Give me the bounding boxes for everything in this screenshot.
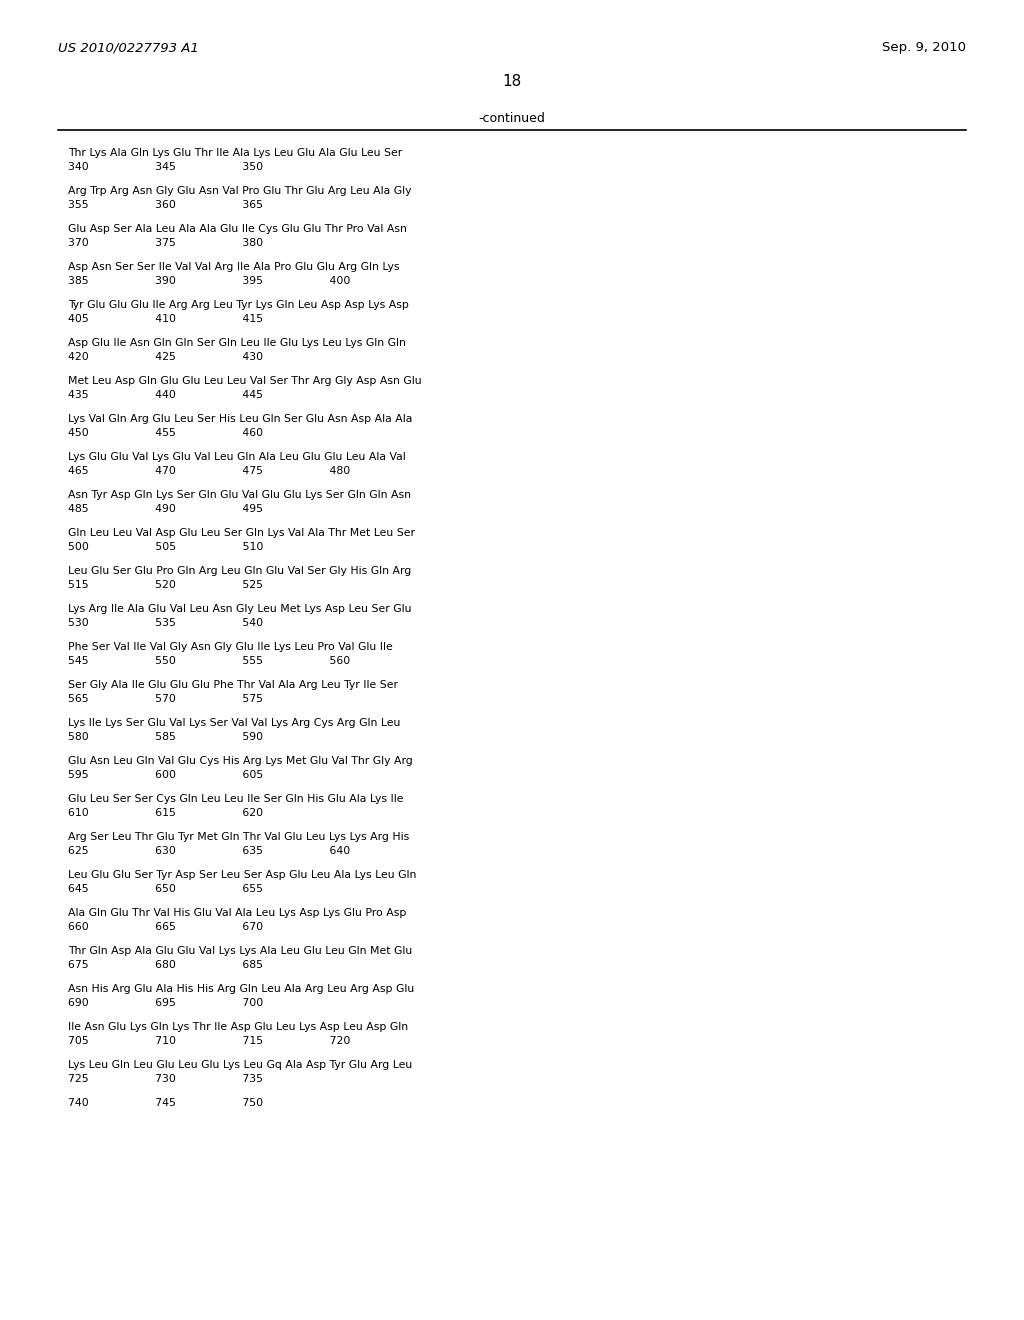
Text: Leu Glu Ser Glu Pro Gln Arg Leu Gln Glu Val Ser Gly His Gln Arg: Leu Glu Ser Glu Pro Gln Arg Leu Gln Glu … bbox=[68, 566, 412, 576]
Text: US 2010/0227793 A1: US 2010/0227793 A1 bbox=[58, 41, 199, 54]
Text: 580                   585                   590: 580 585 590 bbox=[68, 733, 263, 742]
Text: 405                   410                   415: 405 410 415 bbox=[68, 314, 263, 323]
Text: Ser Gly Ala Ile Glu Glu Glu Phe Thr Val Ala Arg Leu Tyr Ile Ser: Ser Gly Ala Ile Glu Glu Glu Phe Thr Val … bbox=[68, 680, 398, 690]
Text: 530                   535                   540: 530 535 540 bbox=[68, 618, 263, 628]
Text: Met Leu Asp Gln Glu Glu Leu Leu Val Ser Thr Arg Gly Asp Asn Glu: Met Leu Asp Gln Glu Glu Leu Leu Val Ser … bbox=[68, 376, 422, 385]
Text: 18: 18 bbox=[503, 74, 521, 90]
Text: Tyr Glu Glu Glu Ile Arg Arg Leu Tyr Lys Gln Leu Asp Asp Lys Asp: Tyr Glu Glu Glu Ile Arg Arg Leu Tyr Lys … bbox=[68, 300, 409, 310]
Text: Thr Lys Ala Gln Lys Glu Thr Ile Ala Lys Leu Glu Ala Glu Leu Ser: Thr Lys Ala Gln Lys Glu Thr Ile Ala Lys … bbox=[68, 148, 402, 158]
Text: 500                   505                   510: 500 505 510 bbox=[68, 543, 263, 552]
Text: Lys Glu Glu Val Lys Glu Val Leu Gln Ala Leu Glu Glu Leu Ala Val: Lys Glu Glu Val Lys Glu Val Leu Gln Ala … bbox=[68, 451, 406, 462]
Text: 740                   745                   750: 740 745 750 bbox=[68, 1098, 263, 1107]
Text: 355                   360                   365: 355 360 365 bbox=[68, 201, 263, 210]
Text: 725                   730                   735: 725 730 735 bbox=[68, 1074, 263, 1084]
Text: 625                   630                   635                   640: 625 630 635 640 bbox=[68, 846, 350, 855]
Text: 595                   600                   605: 595 600 605 bbox=[68, 770, 263, 780]
Text: 385                   390                   395                   400: 385 390 395 400 bbox=[68, 276, 350, 286]
Text: Ile Asn Glu Lys Gln Lys Thr Ile Asp Glu Leu Lys Asp Leu Asp Gln: Ile Asn Glu Lys Gln Lys Thr Ile Asp Glu … bbox=[68, 1022, 409, 1032]
Text: 705                   710                   715                   720: 705 710 715 720 bbox=[68, 1036, 350, 1045]
Text: 340                   345                   350: 340 345 350 bbox=[68, 162, 263, 172]
Text: 565                   570                   575: 565 570 575 bbox=[68, 694, 263, 704]
Text: 690                   695                   700: 690 695 700 bbox=[68, 998, 263, 1008]
Text: 485                   490                   495: 485 490 495 bbox=[68, 504, 263, 513]
Text: Arg Ser Leu Thr Glu Tyr Met Gln Thr Val Glu Leu Lys Lys Arg His: Arg Ser Leu Thr Glu Tyr Met Gln Thr Val … bbox=[68, 832, 410, 842]
Text: Lys Val Gln Arg Glu Leu Ser His Leu Gln Ser Glu Asn Asp Ala Ala: Lys Val Gln Arg Glu Leu Ser His Leu Gln … bbox=[68, 414, 413, 424]
Text: 610                   615                   620: 610 615 620 bbox=[68, 808, 263, 818]
Text: 370                   375                   380: 370 375 380 bbox=[68, 238, 263, 248]
Text: Thr Gln Asp Ala Glu Glu Val Lys Lys Ala Leu Glu Leu Gln Met Glu: Thr Gln Asp Ala Glu Glu Val Lys Lys Ala … bbox=[68, 946, 413, 956]
Text: Glu Asp Ser Ala Leu Ala Ala Glu Ile Cys Glu Glu Thr Pro Val Asn: Glu Asp Ser Ala Leu Ala Ala Glu Ile Cys … bbox=[68, 224, 407, 234]
Text: Leu Glu Glu Ser Tyr Asp Ser Leu Ser Asp Glu Leu Ala Lys Leu Gln: Leu Glu Glu Ser Tyr Asp Ser Leu Ser Asp … bbox=[68, 870, 417, 880]
Text: 435                   440                   445: 435 440 445 bbox=[68, 389, 263, 400]
Text: 660                   665                   670: 660 665 670 bbox=[68, 921, 263, 932]
Text: 545                   550                   555                   560: 545 550 555 560 bbox=[68, 656, 350, 667]
Text: Lys Leu Gln Leu Glu Leu Glu Lys Leu Gq Ala Asp Tyr Glu Arg Leu: Lys Leu Gln Leu Glu Leu Glu Lys Leu Gq A… bbox=[68, 1060, 413, 1071]
Text: Phe Ser Val Ile Val Gly Asn Gly Glu Ile Lys Leu Pro Val Glu Ile: Phe Ser Val Ile Val Gly Asn Gly Glu Ile … bbox=[68, 642, 393, 652]
Text: Gln Leu Leu Val Asp Glu Leu Ser Gln Lys Val Ala Thr Met Leu Ser: Gln Leu Leu Val Asp Glu Leu Ser Gln Lys … bbox=[68, 528, 415, 539]
Text: 515                   520                   525: 515 520 525 bbox=[68, 579, 263, 590]
Text: Ala Gln Glu Thr Val His Glu Val Ala Leu Lys Asp Lys Glu Pro Asp: Ala Gln Glu Thr Val His Glu Val Ala Leu … bbox=[68, 908, 407, 917]
Text: -continued: -continued bbox=[478, 111, 546, 124]
Text: Glu Asn Leu Gln Val Glu Cys His Arg Lys Met Glu Val Thr Gly Arg: Glu Asn Leu Gln Val Glu Cys His Arg Lys … bbox=[68, 756, 413, 766]
Text: 675                   680                   685: 675 680 685 bbox=[68, 960, 263, 970]
Text: 420                   425                   430: 420 425 430 bbox=[68, 352, 263, 362]
Text: 645                   650                   655: 645 650 655 bbox=[68, 884, 263, 894]
Text: Asp Glu Ile Asn Gln Gln Ser Gln Leu Ile Glu Lys Leu Lys Gln Gln: Asp Glu Ile Asn Gln Gln Ser Gln Leu Ile … bbox=[68, 338, 406, 348]
Text: Sep. 9, 2010: Sep. 9, 2010 bbox=[882, 41, 966, 54]
Text: Lys Arg Ile Ala Glu Val Leu Asn Gly Leu Met Lys Asp Leu Ser Glu: Lys Arg Ile Ala Glu Val Leu Asn Gly Leu … bbox=[68, 605, 412, 614]
Text: Asn His Arg Glu Ala His His Arg Gln Leu Ala Arg Leu Arg Asp Glu: Asn His Arg Glu Ala His His Arg Gln Leu … bbox=[68, 983, 415, 994]
Text: 465                   470                   475                   480: 465 470 475 480 bbox=[68, 466, 350, 477]
Text: 450                   455                   460: 450 455 460 bbox=[68, 428, 263, 438]
Text: Lys Ile Lys Ser Glu Val Lys Ser Val Val Lys Arg Cys Arg Gln Leu: Lys Ile Lys Ser Glu Val Lys Ser Val Val … bbox=[68, 718, 400, 729]
Text: Arg Trp Arg Asn Gly Glu Asn Val Pro Glu Thr Glu Arg Leu Ala Gly: Arg Trp Arg Asn Gly Glu Asn Val Pro Glu … bbox=[68, 186, 412, 195]
Text: Asp Asn Ser Ser Ile Val Val Arg Ile Ala Pro Glu Glu Arg Gln Lys: Asp Asn Ser Ser Ile Val Val Arg Ile Ala … bbox=[68, 261, 399, 272]
Text: Asn Tyr Asp Gln Lys Ser Gln Glu Val Glu Glu Lys Ser Gln Gln Asn: Asn Tyr Asp Gln Lys Ser Gln Glu Val Glu … bbox=[68, 490, 411, 500]
Text: Glu Leu Ser Ser Cys Gln Leu Leu Ile Ser Gln His Glu Ala Lys Ile: Glu Leu Ser Ser Cys Gln Leu Leu Ile Ser … bbox=[68, 795, 403, 804]
